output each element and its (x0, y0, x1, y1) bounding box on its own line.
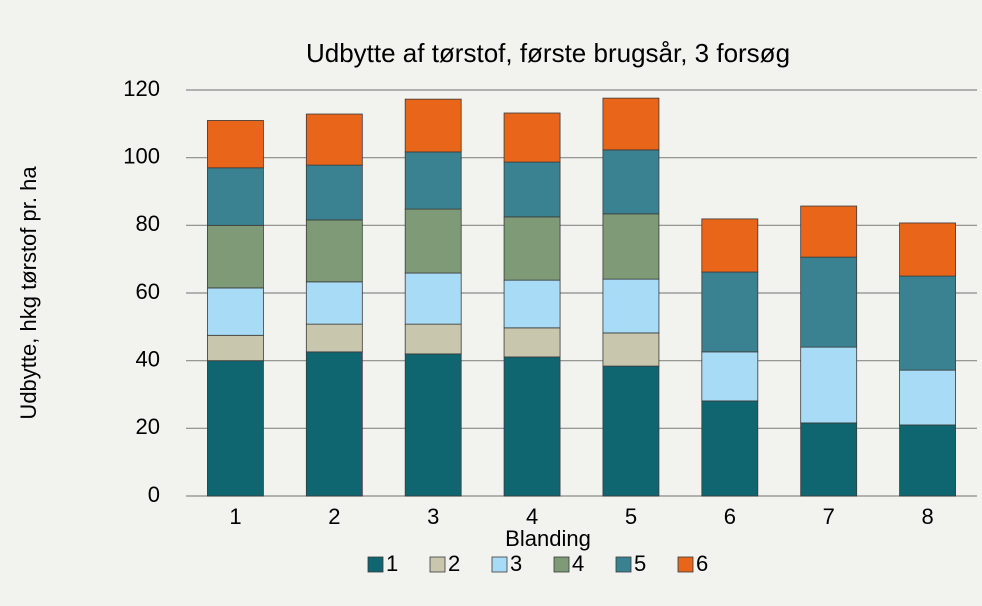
legend-swatch (429, 556, 446, 573)
y-tick-label: 0 (148, 482, 160, 507)
bar-segment (602, 332, 660, 367)
y-tick-label: 40 (136, 346, 160, 371)
legend-swatch (677, 556, 694, 573)
x-tick-label: 7 (823, 504, 835, 529)
bar-segment (207, 334, 264, 362)
legend-swatch (553, 556, 570, 573)
bar-segment (701, 218, 759, 273)
bar-segment (800, 205, 858, 258)
bar-segment (800, 346, 858, 424)
legend-label: 5 (634, 551, 646, 576)
bar-segment (800, 422, 858, 497)
bar-segment (404, 272, 462, 325)
bar-segment (207, 120, 264, 169)
legend-label: 4 (572, 551, 584, 576)
legend-label: 1 (386, 551, 398, 576)
bar-segment (602, 213, 660, 280)
y-axis-label: Udbytte, hkg tørstof pr. ha (16, 166, 41, 420)
bar-segment (602, 97, 660, 151)
bar-segment (602, 365, 660, 497)
chart-title: Udbytte af tørstof, første brugsår, 3 fo… (306, 38, 790, 68)
legend-swatch (367, 556, 384, 573)
bar-segment (701, 271, 759, 353)
bar-segment (800, 256, 858, 348)
y-tick-label: 20 (136, 414, 160, 439)
bar-segment (404, 353, 462, 497)
y-tick-label: 100 (123, 143, 160, 168)
bar-segment (404, 98, 462, 153)
bar-segment (404, 151, 462, 210)
bar-segment (899, 275, 956, 371)
y-tick-label: 60 (136, 279, 160, 304)
bar-segment (404, 323, 462, 355)
bar-segment (305, 164, 363, 221)
bar-segment (207, 167, 264, 226)
bar-segment (305, 113, 363, 166)
y-tick-label: 80 (136, 211, 160, 236)
bar-segment (305, 281, 363, 325)
legend-label: 2 (448, 551, 460, 576)
x-tick-label: 3 (427, 504, 439, 529)
bar-segment (503, 216, 561, 281)
bar-segment (305, 351, 363, 497)
bar-segment (207, 360, 264, 497)
bar-segment (602, 278, 660, 334)
x-tick-label: 8 (921, 504, 933, 529)
bar-segment (305, 323, 363, 353)
legend-swatch (615, 556, 632, 573)
bar-segment (602, 149, 660, 215)
x-tick-label: 5 (625, 504, 637, 529)
bar-segment (899, 222, 956, 277)
bar-segment (701, 400, 759, 497)
legend-label: 3 (510, 551, 522, 576)
bar-segment (899, 369, 956, 426)
bar-segment (305, 219, 363, 283)
bar-segment (207, 287, 264, 336)
bar-segment (503, 327, 561, 358)
bar-segment (503, 161, 561, 218)
x-axis-label: Blanding (505, 526, 591, 551)
x-tick-label: 6 (724, 504, 736, 529)
x-tick-label: 2 (328, 504, 340, 529)
bar-segment (503, 356, 561, 497)
bar-segment (503, 279, 561, 329)
bar-segment (404, 208, 462, 274)
bar-segment (207, 224, 264, 289)
bar-segment (899, 424, 956, 497)
legend-label: 6 (696, 551, 708, 576)
x-tick-label: 1 (229, 504, 241, 529)
bar-segment (503, 112, 561, 163)
legend-swatch (491, 556, 508, 573)
bar-segment (701, 351, 759, 402)
x-tick-label: 4 (526, 504, 538, 529)
y-tick-label: 120 (123, 76, 160, 101)
